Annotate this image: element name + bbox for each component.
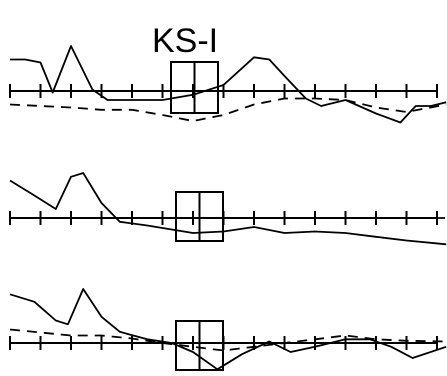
panel-2 <box>9 172 447 246</box>
dashed-series-line <box>9 97 447 122</box>
solid-series-line <box>10 45 447 124</box>
dashed-series-line <box>9 328 447 352</box>
chart-title: KS-I <box>152 22 218 60</box>
panels-group <box>9 45 447 371</box>
panel-3 <box>9 288 447 371</box>
panel-1 <box>9 45 447 124</box>
solid-series-line <box>9 172 447 246</box>
solid-series-line <box>9 288 447 371</box>
